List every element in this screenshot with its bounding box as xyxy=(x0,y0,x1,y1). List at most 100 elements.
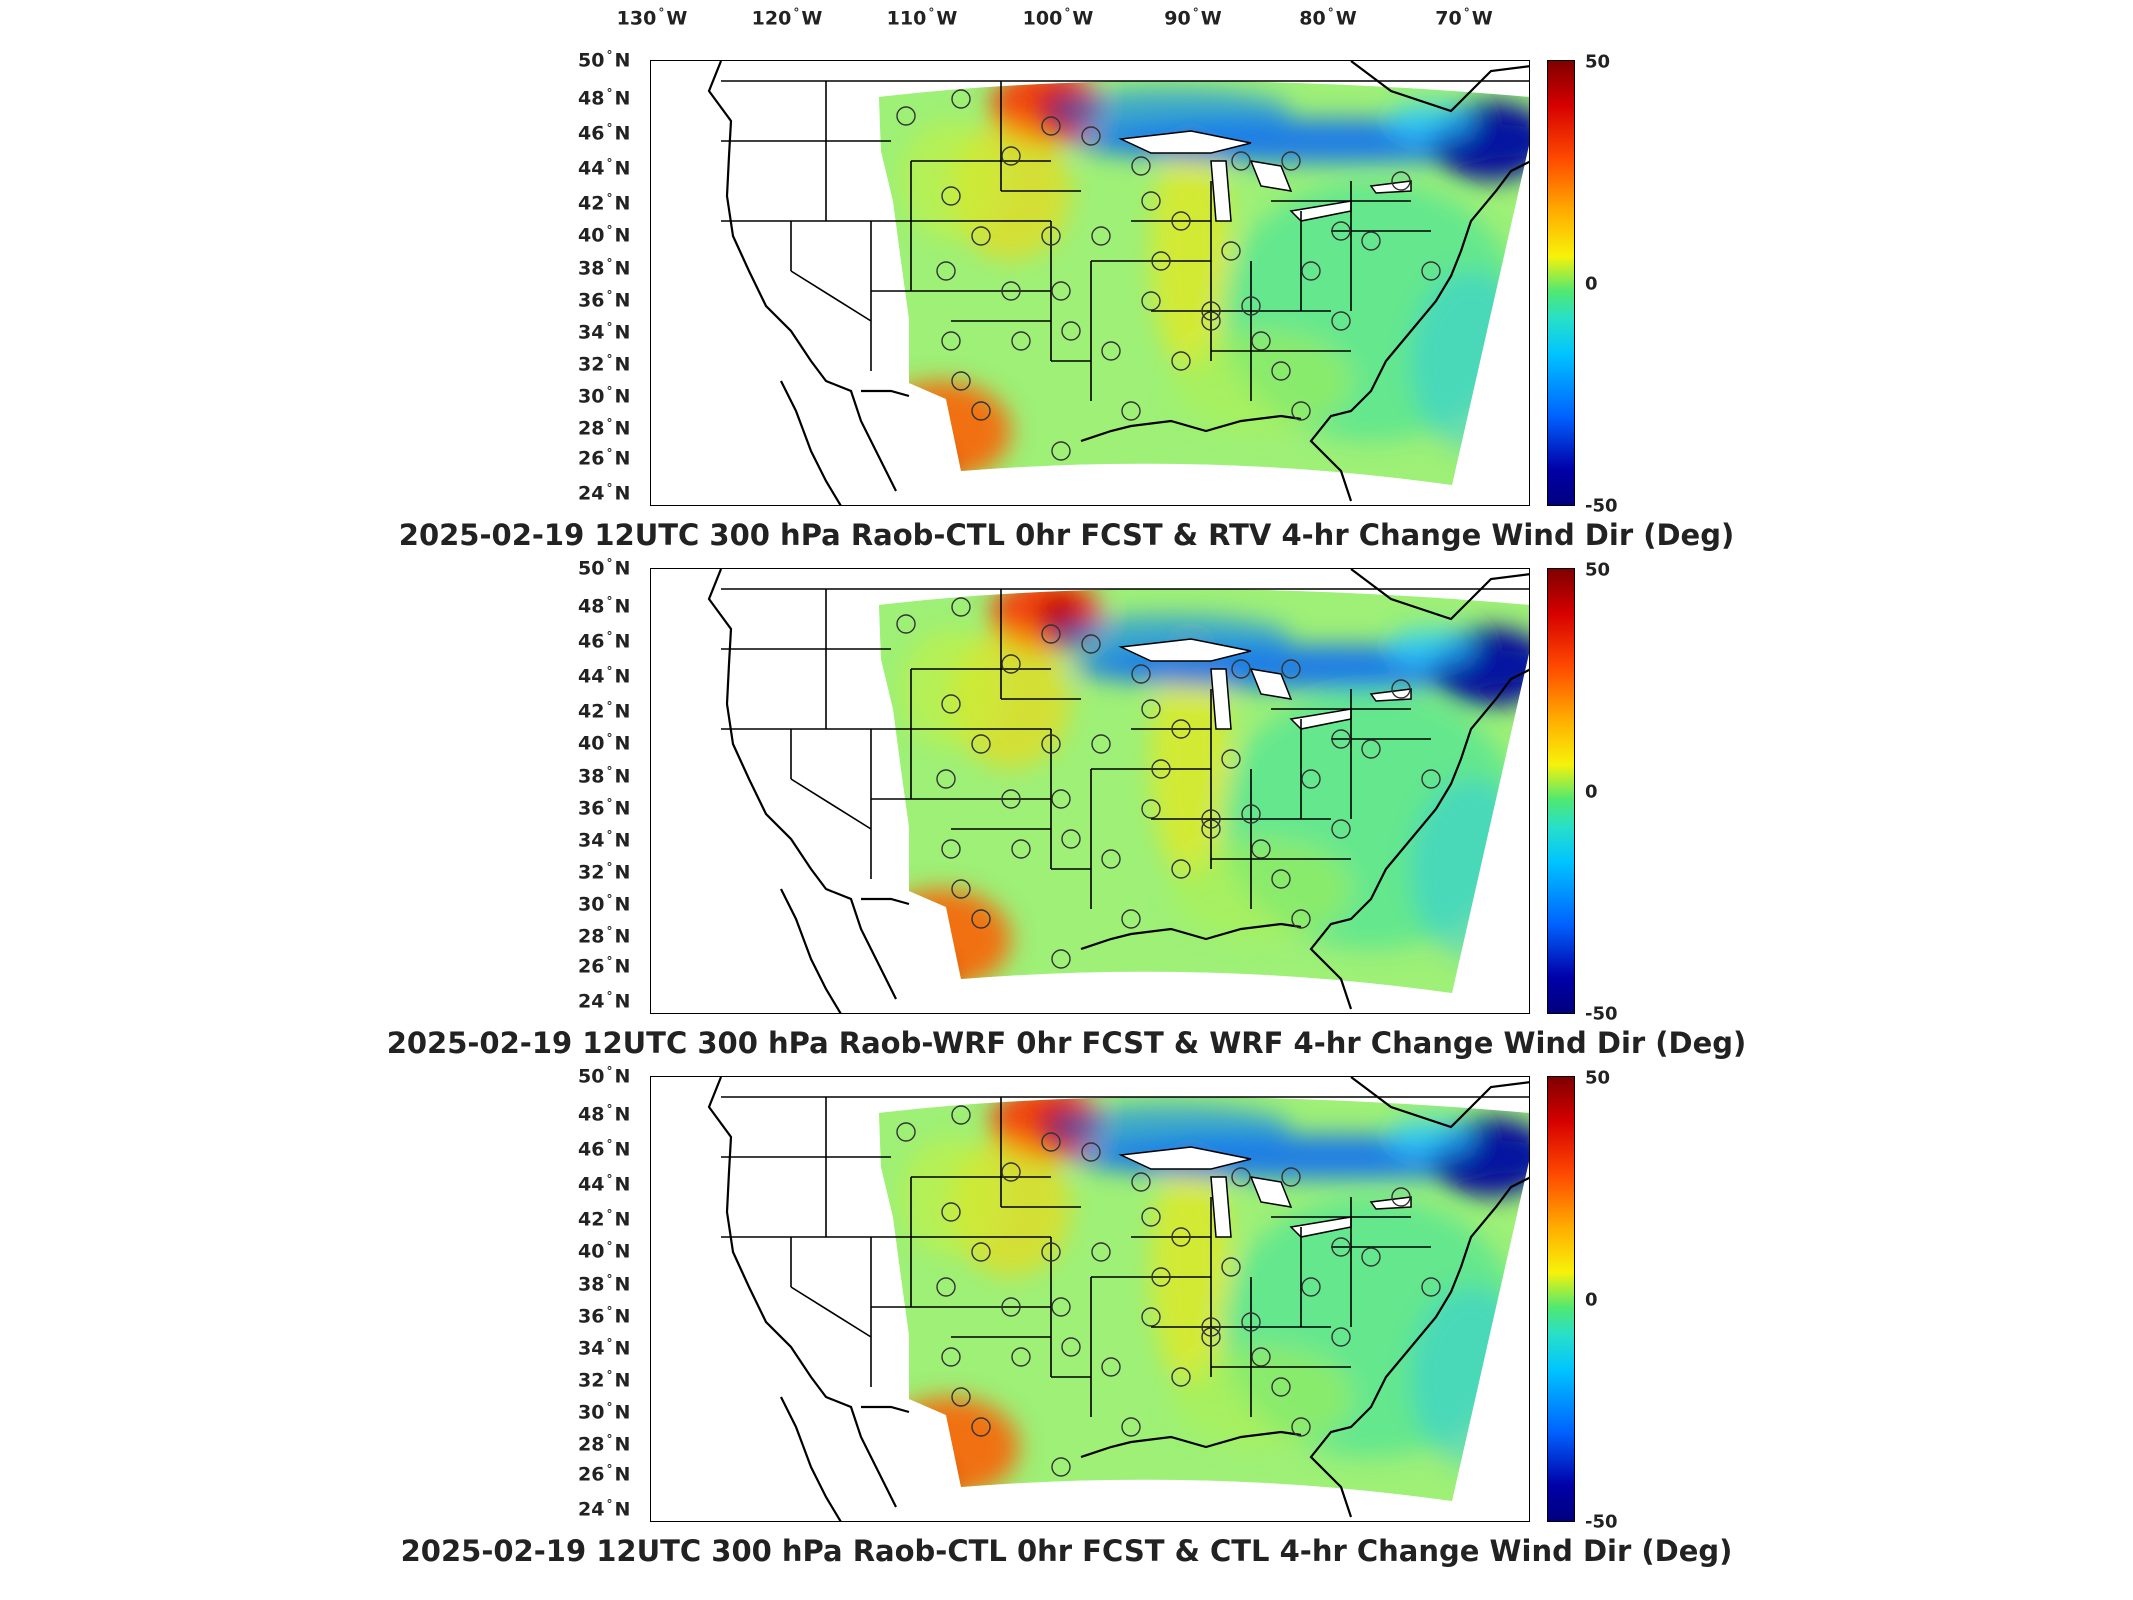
station-marker xyxy=(936,1277,956,1297)
station-marker xyxy=(1051,281,1071,301)
station-marker xyxy=(896,1122,916,1142)
station-marker xyxy=(1001,146,1021,166)
station-marker xyxy=(971,226,991,246)
station-marker xyxy=(1421,261,1441,281)
lat-label: 28 ° N xyxy=(578,416,631,440)
station-marker xyxy=(1201,1327,1221,1347)
colorbar-mid-label: 0 xyxy=(1585,1289,1598,1311)
colorbar-min-label: -50 xyxy=(1585,1511,1618,1533)
station-marker xyxy=(1141,799,1161,819)
lon-label: 100 ° W xyxy=(1022,6,1094,30)
lon-label: 70 ° W xyxy=(1435,6,1493,30)
station-marker xyxy=(1121,1417,1141,1437)
lat-label: 50 ° N xyxy=(578,48,631,72)
station-marker xyxy=(1391,1187,1411,1207)
station-marker xyxy=(1091,1242,1111,1262)
lake-outline xyxy=(1210,668,1232,730)
lake-outline xyxy=(1118,638,1252,662)
station-marker xyxy=(1231,151,1251,171)
station-marker xyxy=(971,734,991,754)
station-marker xyxy=(1361,739,1381,759)
lon-label: 110 ° W xyxy=(886,6,958,30)
station-marker xyxy=(1141,291,1161,311)
station-marker xyxy=(1251,331,1271,351)
lat-label: 30 ° N xyxy=(578,1400,631,1424)
map-svg xyxy=(707,61,1529,505)
colorbar-max-label: 50 xyxy=(1585,1067,1611,1089)
station-marker xyxy=(1141,699,1161,719)
station-marker xyxy=(1231,1167,1251,1187)
station-marker xyxy=(1281,151,1301,171)
lat-label: 30 ° N xyxy=(578,892,631,916)
station-marker xyxy=(1131,664,1151,684)
lat-label: 46 ° N xyxy=(578,629,631,653)
lat-label: 42 ° N xyxy=(578,699,631,723)
lat-label: 26 ° N xyxy=(578,954,631,978)
station-marker xyxy=(951,879,971,899)
lat-label: 50 ° N xyxy=(578,1064,631,1088)
lat-label: 28 ° N xyxy=(578,924,631,948)
lat-label: 44 ° N xyxy=(578,156,631,180)
station-marker xyxy=(1121,401,1141,421)
lat-label: 40 ° N xyxy=(578,1239,631,1263)
station-marker xyxy=(1061,321,1081,341)
station-marker xyxy=(941,694,961,714)
lat-label: 46 ° N xyxy=(578,121,631,145)
station-marker xyxy=(1141,1307,1161,1327)
raob-stations xyxy=(896,597,1441,969)
lake-outline xyxy=(1210,1176,1232,1238)
lat-label: 32 ° N xyxy=(578,1368,631,1392)
lat-label: 48 ° N xyxy=(578,1102,631,1126)
station-marker xyxy=(1001,789,1021,809)
panel-title: 2025-02-19 12UTC 300 hPa Raob-CTL 0hr FC… xyxy=(400,1534,1733,1568)
station-marker xyxy=(1041,226,1061,246)
station-marker xyxy=(1041,116,1061,136)
longitude-axis-labels: 130 ° W 120 ° W 110 ° W 100 ° W 90 ° W 80 ° W 70 ° W xyxy=(0,0,2133,50)
station-marker xyxy=(1251,839,1271,859)
lat-label: 44 ° N xyxy=(578,664,631,688)
state-borders xyxy=(721,1096,1529,1417)
station-marker xyxy=(971,401,991,421)
station-marker xyxy=(936,261,956,281)
station-marker xyxy=(941,839,961,859)
station-marker xyxy=(1151,1267,1171,1287)
station-marker xyxy=(941,186,961,206)
station-marker xyxy=(1051,789,1071,809)
station-marker xyxy=(951,597,971,617)
station-marker xyxy=(1011,839,1031,859)
station-marker xyxy=(1331,1237,1351,1257)
lon-label: 130 ° W xyxy=(616,6,688,30)
station-marker xyxy=(1041,1242,1061,1262)
station-marker xyxy=(1001,281,1021,301)
station-marker xyxy=(1081,1142,1101,1162)
station-marker xyxy=(1001,1297,1021,1317)
station-marker xyxy=(1331,221,1351,241)
station-marker xyxy=(1221,749,1241,769)
station-marker xyxy=(1291,401,1311,421)
lat-label: 40 ° N xyxy=(578,731,631,755)
lon-label: 120 ° W xyxy=(751,6,823,30)
station-marker xyxy=(1201,1317,1221,1337)
lat-label: 24 ° N xyxy=(578,481,631,505)
raob-stations xyxy=(896,1105,1441,1477)
coastline xyxy=(707,61,1529,505)
state-borders xyxy=(721,80,1529,401)
station-marker xyxy=(1331,1327,1351,1347)
station-marker xyxy=(1171,211,1191,231)
station-marker xyxy=(1271,869,1291,889)
station-marker xyxy=(1011,1347,1031,1367)
station-marker xyxy=(1361,231,1381,251)
lat-label: 48 ° N xyxy=(578,594,631,618)
lat-label: 34 ° N xyxy=(578,828,631,852)
lake-outline xyxy=(1118,1146,1252,1170)
colorbar xyxy=(1547,60,1575,506)
station-marker xyxy=(1171,1367,1191,1387)
station-marker xyxy=(941,1202,961,1222)
colorbar-mid-label: 0 xyxy=(1585,273,1598,295)
station-marker xyxy=(1151,759,1171,779)
lake-outline xyxy=(1118,130,1252,154)
station-marker xyxy=(1001,654,1021,674)
station-marker xyxy=(1241,1312,1261,1332)
station-marker xyxy=(1051,441,1071,461)
lat-label: 26 ° N xyxy=(578,446,631,470)
